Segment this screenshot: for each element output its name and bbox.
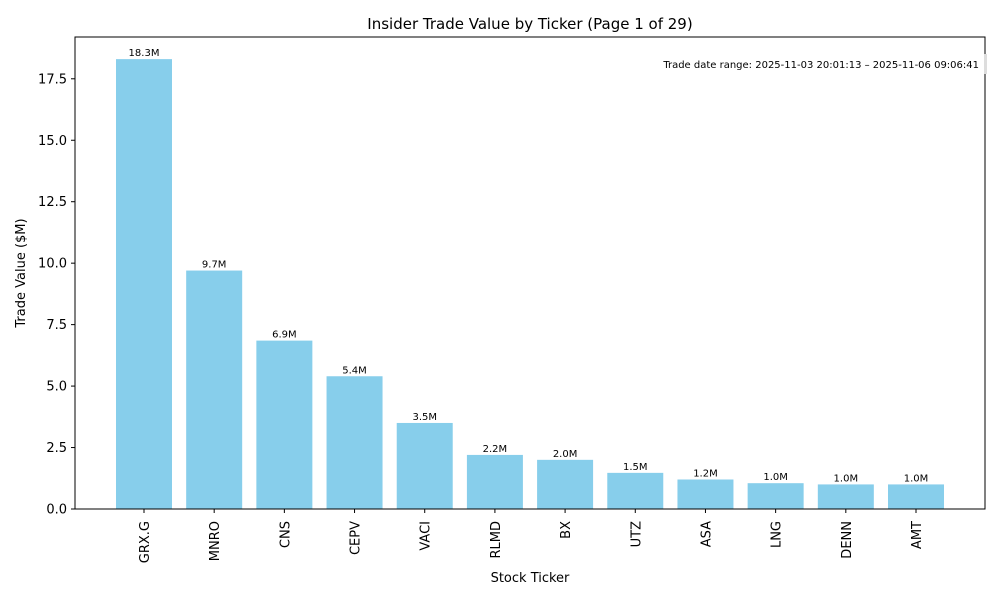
bar-value-label: 5.4M <box>342 365 367 376</box>
x-tick-label: ASA <box>699 521 714 547</box>
bar-rlmd <box>466 454 523 509</box>
bar-grxg <box>116 59 172 509</box>
date-range-annotation: Trade date range: 2025-11-03 20:01:13 – … <box>662 60 979 71</box>
y-tick-label: 12.5 <box>38 195 67 210</box>
bar-asa <box>677 479 734 509</box>
bar-vaci <box>396 422 453 509</box>
x-tick-label: DENN <box>840 521 855 559</box>
y-tick-label: 15.0 <box>38 134 67 149</box>
bar-value-label: 1.5M <box>623 462 648 473</box>
bar-bx <box>537 459 594 509</box>
x-tick-label: BX <box>559 521 574 539</box>
y-axis-label: Trade Value ($M) <box>14 218 29 328</box>
bar-value-label: 6.9M <box>272 330 297 341</box>
chart-title: Insider Trade Value by Ticker (Page 1 of… <box>367 15 692 33</box>
bar-value-label: 2.2M <box>483 444 508 455</box>
y-tick-label: 0.0 <box>46 503 67 518</box>
bar-lng <box>747 483 804 509</box>
bar-value-label: 1.0M <box>904 473 929 484</box>
plot-frame <box>74 36 986 510</box>
x-tick-label: UTZ <box>629 521 644 547</box>
x-tick-label: CNS <box>278 521 293 548</box>
bar-denn <box>817 484 874 509</box>
x-tick-label: AMT <box>910 521 925 549</box>
x-tick-label: VACI <box>419 521 434 551</box>
bar-value-label: 1.2M <box>693 469 718 480</box>
plot-area: 0.0 2.5 5.0 7.5 10.0 12.5 15.0 17.5 18.3M GRX.G 9.… <box>38 48 944 563</box>
x-tick-label: CEPV <box>349 521 364 555</box>
bar-utz <box>607 472 664 509</box>
y-tick-label: 5.0 <box>46 380 67 395</box>
x-tick-label: RLMD <box>489 521 504 559</box>
y-tick-label: 17.5 <box>38 72 67 87</box>
x-tick-label: GRX.G <box>138 521 153 563</box>
bar-value-label: 3.5M <box>412 412 437 423</box>
y-tick-label: 10.0 <box>38 257 67 272</box>
bar-cns <box>256 340 313 509</box>
x-axis-label: Stock Ticker <box>491 571 570 586</box>
bar-value-label: 1.0M <box>834 473 859 484</box>
bar-value-label: 2.0M <box>553 449 578 460</box>
bar-value-label: 9.7M <box>202 260 227 271</box>
bar-mnro <box>186 270 243 509</box>
bar-cepv <box>326 376 383 509</box>
x-tick-label: LNG <box>770 521 785 548</box>
bar-amt <box>888 484 944 509</box>
bar-value-label: 1.0M <box>763 472 788 483</box>
y-tick-label: 2.5 <box>46 441 67 456</box>
annotation-marker <box>984 54 987 74</box>
bar-value-label: 18.3M <box>129 48 160 59</box>
x-tick-label: MNRO <box>208 521 223 561</box>
y-tick-label: 7.5 <box>46 318 67 333</box>
